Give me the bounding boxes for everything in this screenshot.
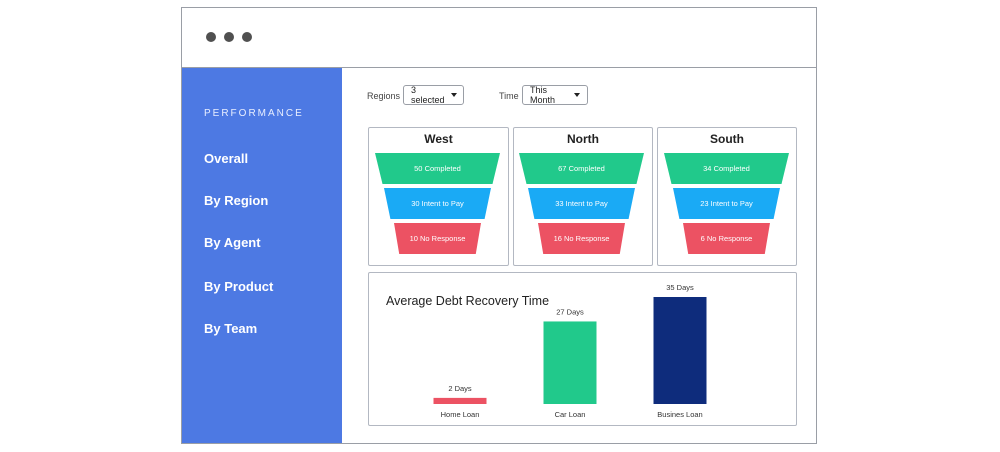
regions-select[interactable]: 3 selected (403, 85, 464, 105)
bar-home-loan (433, 397, 487, 404)
funnel-layer-completed: 67 Completed (519, 153, 644, 184)
funnel-region-title: North (567, 132, 599, 146)
sidebar-item-by-product[interactable]: By Product (204, 279, 274, 294)
window-maximize-dot[interactable] (242, 32, 252, 42)
funnel-layer-intent-to-pay: 23 Intent to Pay (673, 188, 780, 219)
funnel-region-title: South (710, 132, 744, 146)
bar-data-label: 35 Days (666, 283, 694, 292)
title-bar (182, 8, 816, 68)
bar-car-loan (543, 321, 597, 404)
funnel-card-west: West 50 Completed 30 Intent to Pay 10 No… (368, 127, 509, 266)
time-select-value: This Month (530, 85, 556, 105)
bar-data-label: 2 Days (448, 384, 472, 393)
time-filter-label: Time (499, 91, 519, 101)
bar-category-label: Busines Loan (657, 410, 702, 419)
funnel-layer-no-response: 10 No Response (394, 223, 481, 254)
chevron-down-icon (450, 93, 457, 97)
window-close-dot[interactable] (206, 32, 216, 42)
debt-recovery-chart-card: Average Debt Recovery Time 2 Days Home Lo… (368, 272, 797, 426)
app-window: PERFORMANCE Overall By Region By Agent B… (181, 7, 817, 444)
funnel-layer-intent-to-pay: 30 Intent to Pay (384, 188, 491, 219)
chart-title: Average Debt Recovery Time (386, 294, 550, 308)
funnel-layer-no-response: 6 No Response (683, 223, 770, 254)
regions-filter-label: Regions (367, 91, 401, 101)
sidebar: PERFORMANCE Overall By Region By Agent B… (182, 68, 342, 443)
funnel-region-title: West (424, 132, 453, 146)
funnel-card-north: North 67 Completed 33 Intent to Pay 16 N… (513, 127, 653, 266)
main-content: Regions 3 selected Time This Month West … (342, 68, 816, 443)
window-minimize-dot[interactable] (224, 32, 234, 42)
sidebar-item-overall[interactable]: Overall (204, 151, 249, 166)
bar-busines-loan (653, 297, 707, 404)
time-select[interactable]: This Month (522, 85, 588, 105)
funnel-layer-no-response: 16 No Response (538, 223, 625, 254)
funnel-card-south: South 34 Completed 23 Intent to Pay 6 No… (657, 127, 797, 266)
funnel-layer-intent-to-pay: 33 Intent to Pay (528, 188, 635, 219)
chevron-down-icon (574, 93, 580, 97)
bar-category-label: Home Loan (441, 410, 480, 419)
sidebar-item-by-agent[interactable]: By Agent (204, 235, 261, 250)
funnel-layer-completed: 50 Completed (375, 153, 500, 184)
bar-data-label: 27 Days (556, 307, 584, 316)
regions-select-value: 3 selected (411, 85, 445, 105)
window-controls (206, 32, 252, 42)
sidebar-heading: PERFORMANCE (204, 108, 304, 119)
sidebar-item-by-region[interactable]: By Region (204, 193, 269, 208)
bar-category-label: Car Loan (555, 410, 586, 419)
sidebar-item-by-team[interactable]: By Team (204, 321, 258, 336)
funnel-layer-completed: 34 Completed (664, 153, 789, 184)
bar-chart: 2 Days Home Loan 27 Days Car Loan 35 Days Bus… (433, 283, 707, 419)
